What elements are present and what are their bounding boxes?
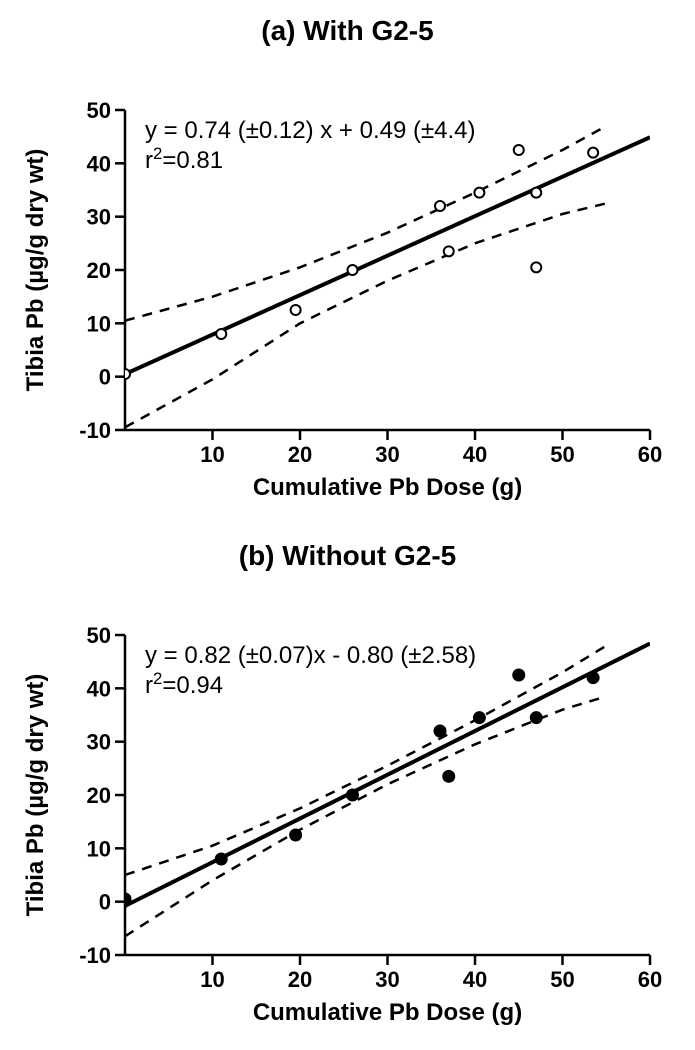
- panel-a-chart: -10 0 10 20 30 40 50 10 20 30 40 50 60 Cumulative Pb …: [0, 55, 695, 525]
- svg-text:r2=0.81: r2=0.81: [145, 144, 223, 175]
- svg-text:40: 40: [463, 967, 487, 992]
- svg-text:40: 40: [463, 442, 487, 467]
- svg-text:50: 50: [87, 623, 111, 648]
- svg-text:20: 20: [87, 783, 111, 808]
- svg-text:30: 30: [375, 442, 399, 467]
- svg-text:10: 10: [200, 967, 224, 992]
- svg-text:40: 40: [87, 676, 111, 701]
- panel-a: (a) With G2-5 -10 0 10 20 30 40 50 10 20 30 40 50 60…: [0, 0, 695, 525]
- panel-b-chart: -10 0 10 20 30 40 50 10 20 30 40 50 60 Cumulative Pb …: [0, 580, 695, 1050]
- svg-text:20: 20: [288, 967, 312, 992]
- panel-b: (b) Without G2-5 -10 0 10 20 30 40 50 10 20 30 40 5…: [0, 525, 695, 1050]
- figure-container: (a) With G2-5 -10 0 10 20 30 40 50 10 20 30 40 50 60…: [0, 0, 695, 1050]
- svg-text:10: 10: [87, 836, 111, 861]
- svg-text:-10: -10: [79, 943, 111, 968]
- svg-text:50: 50: [550, 442, 574, 467]
- svg-text:0: 0: [99, 890, 111, 915]
- svg-text:30: 30: [375, 967, 399, 992]
- svg-text:50: 50: [550, 967, 574, 992]
- svg-text:Cumulative Pb Dose (g): Cumulative Pb Dose (g): [253, 474, 522, 501]
- svg-text:50: 50: [87, 98, 111, 123]
- svg-text:0: 0: [99, 365, 111, 390]
- svg-text:Cumulative Pb Dose (g): Cumulative Pb Dose (g): [253, 999, 522, 1026]
- svg-text:Tibia Pb (µg/g dry wt): Tibia Pb (µg/g dry wt): [22, 674, 49, 917]
- svg-text:r2=0.94: r2=0.94: [145, 669, 223, 700]
- svg-text:60: 60: [638, 967, 662, 992]
- svg-text:y = 0.82 (±0.07)x - 0.80 (±2.5: y = 0.82 (±0.07)x - 0.80 (±2.58): [145, 642, 476, 669]
- svg-text:y = 0.74 (±0.12) x + 0.49 (±4.: y = 0.74 (±0.12) x + 0.49 (±4.4): [145, 117, 476, 144]
- svg-text:30: 30: [87, 205, 111, 230]
- svg-text:10: 10: [200, 442, 224, 467]
- svg-text:60: 60: [638, 442, 662, 467]
- svg-text:-10: -10: [79, 418, 111, 443]
- svg-text:40: 40: [87, 151, 111, 176]
- svg-text:10: 10: [87, 311, 111, 336]
- panel-a-title: (a) With G2-5: [0, 15, 695, 47]
- svg-text:20: 20: [288, 442, 312, 467]
- svg-text:30: 30: [87, 730, 111, 755]
- svg-text:Tibia Pb (µg/g dry wt): Tibia Pb (µg/g dry wt): [22, 149, 49, 392]
- panel-b-title: (b) Without G2-5: [0, 540, 695, 572]
- svg-text:20: 20: [87, 258, 111, 283]
